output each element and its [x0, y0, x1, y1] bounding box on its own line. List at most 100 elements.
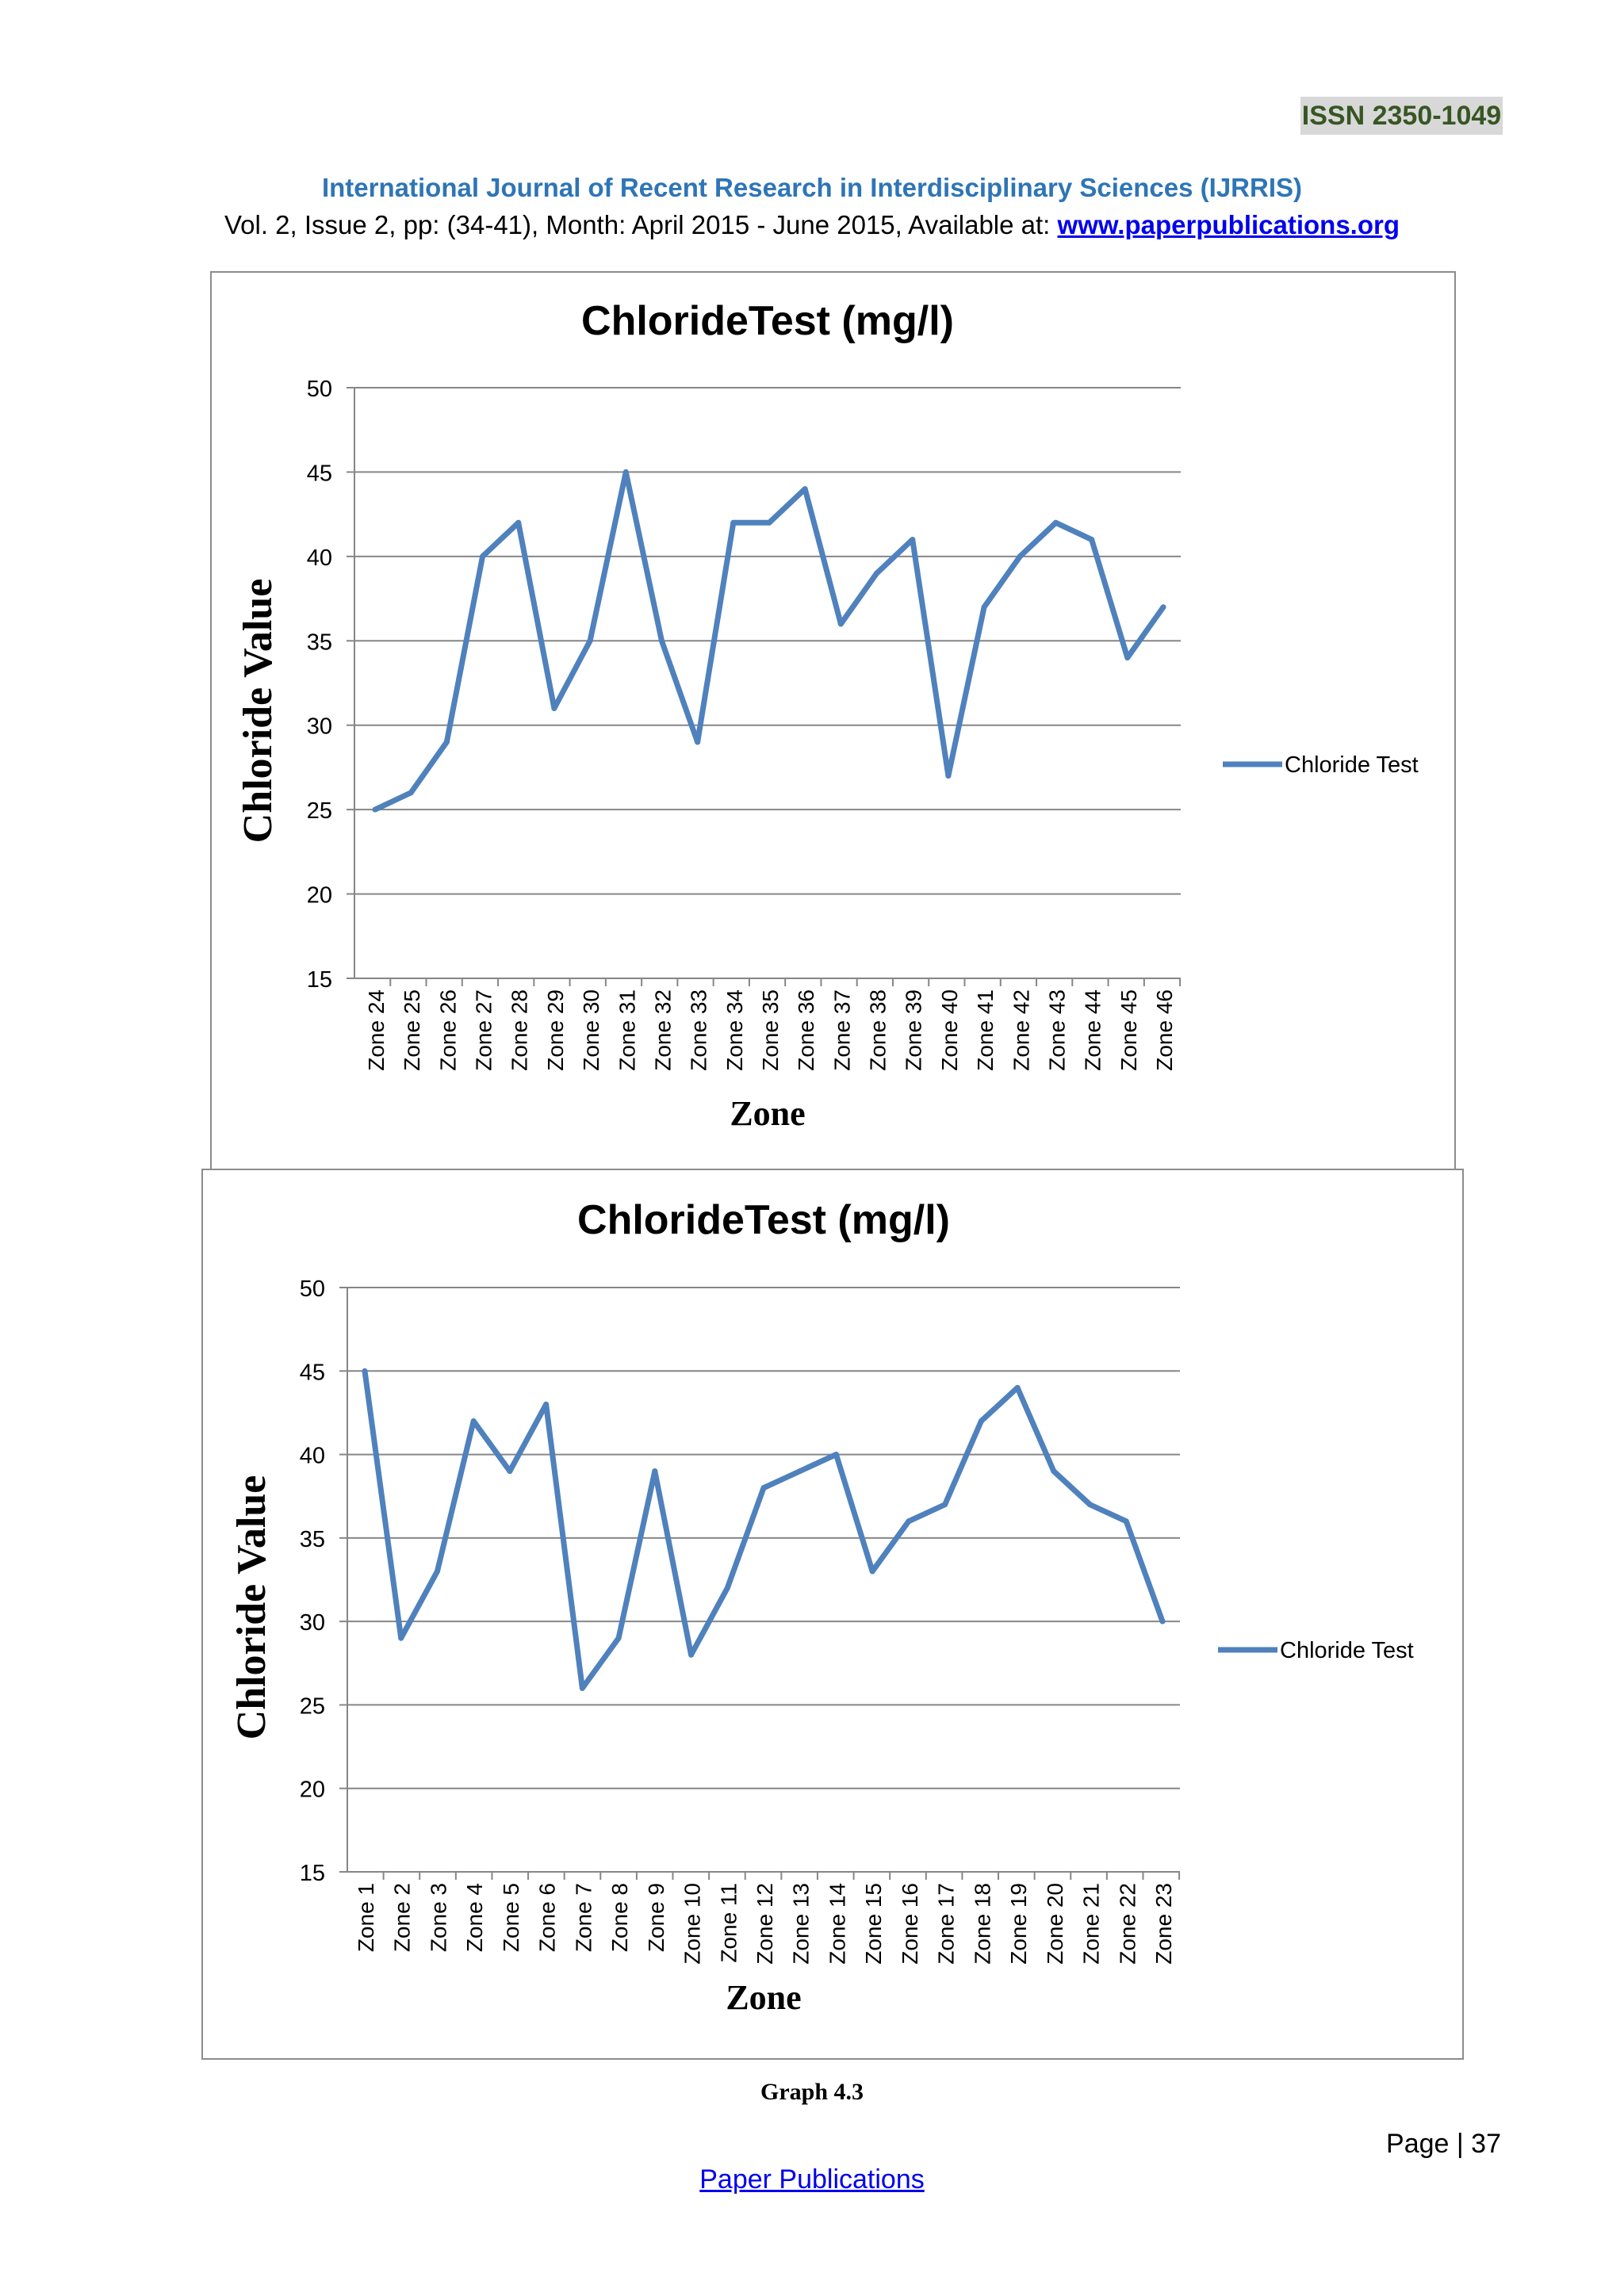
journal-title: International Journal of Recent Research…	[321, 173, 1303, 202]
graph-caption: Graph 4.3	[760, 2079, 864, 2105]
data-point	[1089, 537, 1095, 543]
x-category-label: Zone 24	[364, 989, 389, 1071]
x-category-label: Zone 18	[970, 1883, 994, 1965]
x-category-label: Zone 41	[973, 989, 998, 1071]
publisher-footer: Paper Publications	[0, 2164, 1624, 2195]
y-tick-label: 50	[300, 1276, 325, 1302]
data-point	[543, 1401, 550, 1407]
y-tick-label: 45	[307, 461, 332, 486]
publisher-link[interactable]: Paper Publications	[699, 2164, 925, 2195]
series-line	[362, 1370, 1166, 1691]
y-tick-label: 30	[307, 714, 332, 740]
data-point	[760, 1485, 767, 1491]
data-point	[658, 637, 665, 644]
x-category-label: Zone 31	[615, 989, 639, 1071]
x-category-label: Zone 12	[753, 1883, 777, 1965]
x-category-label: Zone 43	[1044, 989, 1069, 1071]
x-category-label: Zone 40	[937, 989, 962, 1071]
y-tick-label: 50	[307, 377, 332, 402]
x-category-label: Zone 44	[1081, 989, 1105, 1071]
data-point	[480, 553, 486, 560]
x-category-label: Zone 28	[508, 989, 532, 1071]
legend-label: Chloride Test	[1280, 1638, 1414, 1663]
data-point	[695, 739, 701, 745]
x-category-label: Zone 33	[687, 989, 711, 1071]
data-point	[766, 519, 772, 526]
page-number: Page | 37	[1386, 2129, 1501, 2159]
x-category-label: Zone 25	[400, 989, 424, 1071]
data-point	[797, 1468, 803, 1475]
data-point	[1123, 1518, 1129, 1525]
x-category-label: Zone 38	[866, 989, 891, 1071]
data-point	[837, 621, 844, 627]
chart-title: ChlorideTest (mg/l)	[577, 1197, 950, 1243]
x-category-label: Zone 9	[644, 1883, 668, 1952]
x-category-label: Zone 36	[794, 989, 818, 1071]
x-category-label: Zone 3	[426, 1883, 450, 1952]
data-point	[1160, 604, 1166, 610]
data-point	[615, 1635, 622, 1641]
x-category-label: Zone 16	[898, 1883, 922, 1965]
data-point	[874, 570, 880, 576]
y-tick-label: 40	[300, 1444, 325, 1469]
data-point	[1017, 553, 1023, 560]
journal-volume-info: Vol. 2, Issue 2, pp: (34-41), Month: Apr…	[0, 210, 1624, 240]
data-point	[507, 1468, 513, 1475]
x-category-label: Zone 34	[722, 989, 747, 1071]
data-point	[730, 519, 737, 526]
y-tick-label: 15	[307, 967, 332, 993]
y-tick-label: 20	[300, 1777, 325, 1803]
volume-text: Vol. 2, Issue 2, pp: (34-41), Month: Apr…	[224, 210, 1058, 239]
data-point	[1159, 1618, 1166, 1624]
y-tick-label: 25	[300, 1693, 325, 1719]
x-category-label: Zone 23	[1151, 1883, 1176, 1965]
data-point	[408, 790, 414, 796]
y-tick-label: 35	[307, 629, 332, 655]
chart-title: ChlorideTest (mg/l)	[581, 298, 954, 344]
x-category-label: Zone 32	[650, 989, 675, 1071]
x-category-label: Zone 46	[1152, 989, 1177, 1071]
data-point	[910, 537, 916, 543]
x-category-label: Zone 42	[1009, 989, 1033, 1071]
x-category-label: Zone 10	[680, 1883, 705, 1965]
x-category-label: Zone 19	[1006, 1883, 1031, 1965]
data-point	[1052, 519, 1059, 526]
y-tick-label: 30	[300, 1610, 325, 1636]
y-tick-label: 25	[307, 798, 332, 824]
data-point	[551, 705, 557, 711]
x-category-label: Zone 20	[1043, 1883, 1067, 1965]
x-category-label: Zone 4	[462, 1883, 487, 1952]
x-axis-title: Zone	[726, 1978, 801, 2017]
data-point	[978, 1418, 984, 1424]
data-point	[942, 1502, 948, 1508]
x-category-label: Zone 1	[354, 1883, 378, 1952]
y-tick-label: 15	[300, 1861, 325, 1886]
y-tick-label: 20	[307, 883, 332, 909]
data-point	[362, 1368, 368, 1374]
data-point	[1051, 1468, 1057, 1475]
data-point	[1124, 655, 1131, 661]
legend-label: Chloride Test	[1285, 752, 1419, 778]
x-category-label: Zone 27	[472, 989, 496, 1071]
y-tick-label: 45	[300, 1360, 325, 1385]
data-point	[1014, 1384, 1021, 1391]
x-category-label: Zone 7	[571, 1883, 596, 1952]
y-axis-title: Chloride Value	[236, 579, 281, 844]
chart-svg-2: ChlorideTest (mg/l) 15 20 25 30 35 40 45 50 Zone …	[229, 1197, 1414, 2017]
data-point	[515, 519, 522, 526]
x-category-label: Zone 5	[499, 1883, 523, 1952]
data-point	[688, 1651, 695, 1658]
data-point	[869, 1568, 875, 1575]
x-category-label: Zone 2	[390, 1883, 415, 1952]
data-point	[587, 637, 593, 644]
data-point	[398, 1635, 404, 1641]
x-category-label: Zone 17	[934, 1883, 959, 1965]
y-axis-title: Chloride Value	[229, 1475, 274, 1740]
x-category-label: Zone 37	[829, 989, 854, 1071]
data-point	[652, 1468, 658, 1475]
data-point	[372, 806, 378, 813]
data-point	[724, 1585, 730, 1591]
data-point	[443, 739, 450, 745]
x-category-label: Zone 26	[435, 989, 460, 1071]
website-link[interactable]: www.paperpublications.org	[1057, 210, 1400, 239]
